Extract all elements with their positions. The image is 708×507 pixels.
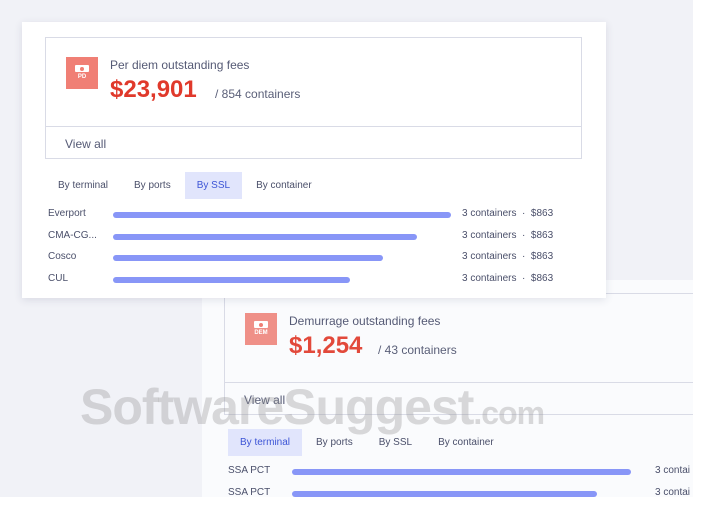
- divider: [46, 126, 581, 127]
- breakdown-row[interactable]: CUL 3 containers · $863: [48, 273, 598, 287]
- row-bar: [292, 469, 631, 475]
- fee-title: Per diem outstanding fees: [110, 58, 250, 72]
- tab-by-container[interactable]: By container: [256, 180, 312, 191]
- tab-by-ssl[interactable]: By SSL: [184, 172, 243, 199]
- per-diem-card: PD Per diem outstanding fees $23,901 / 8…: [22, 22, 606, 298]
- row-value: 3 contai: [655, 465, 691, 476]
- row-label: Everport: [48, 208, 86, 219]
- row-value: 3 containers · $863: [462, 208, 554, 219]
- demurrage-card: DEM Demurrage outstanding fees $1,254 / …: [202, 280, 693, 497]
- row-bar: [113, 212, 451, 218]
- breakdown-tabs: By terminal By ports By SSL By container: [46, 172, 326, 199]
- view-all-link[interactable]: View all: [65, 137, 107, 151]
- tab-by-ssl[interactable]: By SSL: [378, 437, 413, 448]
- breakdown-row[interactable]: Everport 3 containers · $863: [48, 208, 598, 222]
- container-count: / 854 containers: [215, 87, 301, 101]
- breakdown-tabs: By terminal By ports By SSL By container: [228, 429, 508, 456]
- tab-by-ports[interactable]: By ports: [134, 180, 171, 191]
- row-label: CUL: [48, 272, 69, 284]
- row-value: 3 contai: [655, 487, 691, 497]
- tab-by-terminal[interactable]: By terminal: [228, 429, 303, 456]
- divider: [225, 382, 693, 383]
- view-all-link[interactable]: View all: [244, 393, 286, 407]
- per-diem-summary: PD Per diem outstanding fees $23,901 / 8…: [45, 37, 582, 159]
- breakdown-row[interactable]: SSA PCT 3 contai: [228, 487, 693, 497]
- row-label: CMA-CG...: [48, 229, 97, 241]
- row-bar: [113, 276, 350, 283]
- tab-by-terminal[interactable]: By terminal: [58, 180, 109, 191]
- cash-icon: DEM: [245, 313, 277, 345]
- cash-icon: PD: [66, 57, 98, 89]
- row-value: 3 containers · $863: [462, 251, 554, 262]
- tab-by-ports[interactable]: By ports: [316, 437, 353, 448]
- fee-title: Demurrage outstanding fees: [289, 314, 441, 328]
- row-bar: [292, 491, 598, 497]
- demurrage-summary: DEM Demurrage outstanding fees $1,254 / …: [224, 293, 693, 415]
- breakdown-row[interactable]: Cosco 3 containers · $863: [48, 251, 598, 265]
- breakdown-row[interactable]: SSA PCT 3 contai: [228, 465, 693, 479]
- fee-amount: $23,901: [110, 76, 197, 103]
- tab-by-container[interactable]: By container: [438, 437, 494, 448]
- row-value: 3 containers · $863: [462, 272, 554, 284]
- row-bar: [113, 233, 418, 240]
- row-label: SSA PCT: [228, 465, 271, 476]
- row-label: Cosco: [48, 251, 77, 262]
- row-label: SSA PCT: [228, 487, 271, 497]
- row-bar: [113, 255, 384, 261]
- breakdown-row[interactable]: CMA-CG... 3 containers · $863: [48, 230, 598, 244]
- row-value: 3 containers · $863: [462, 229, 554, 241]
- container-count: / 43 containers: [378, 343, 457, 357]
- fee-amount: $1,254: [289, 332, 363, 359]
